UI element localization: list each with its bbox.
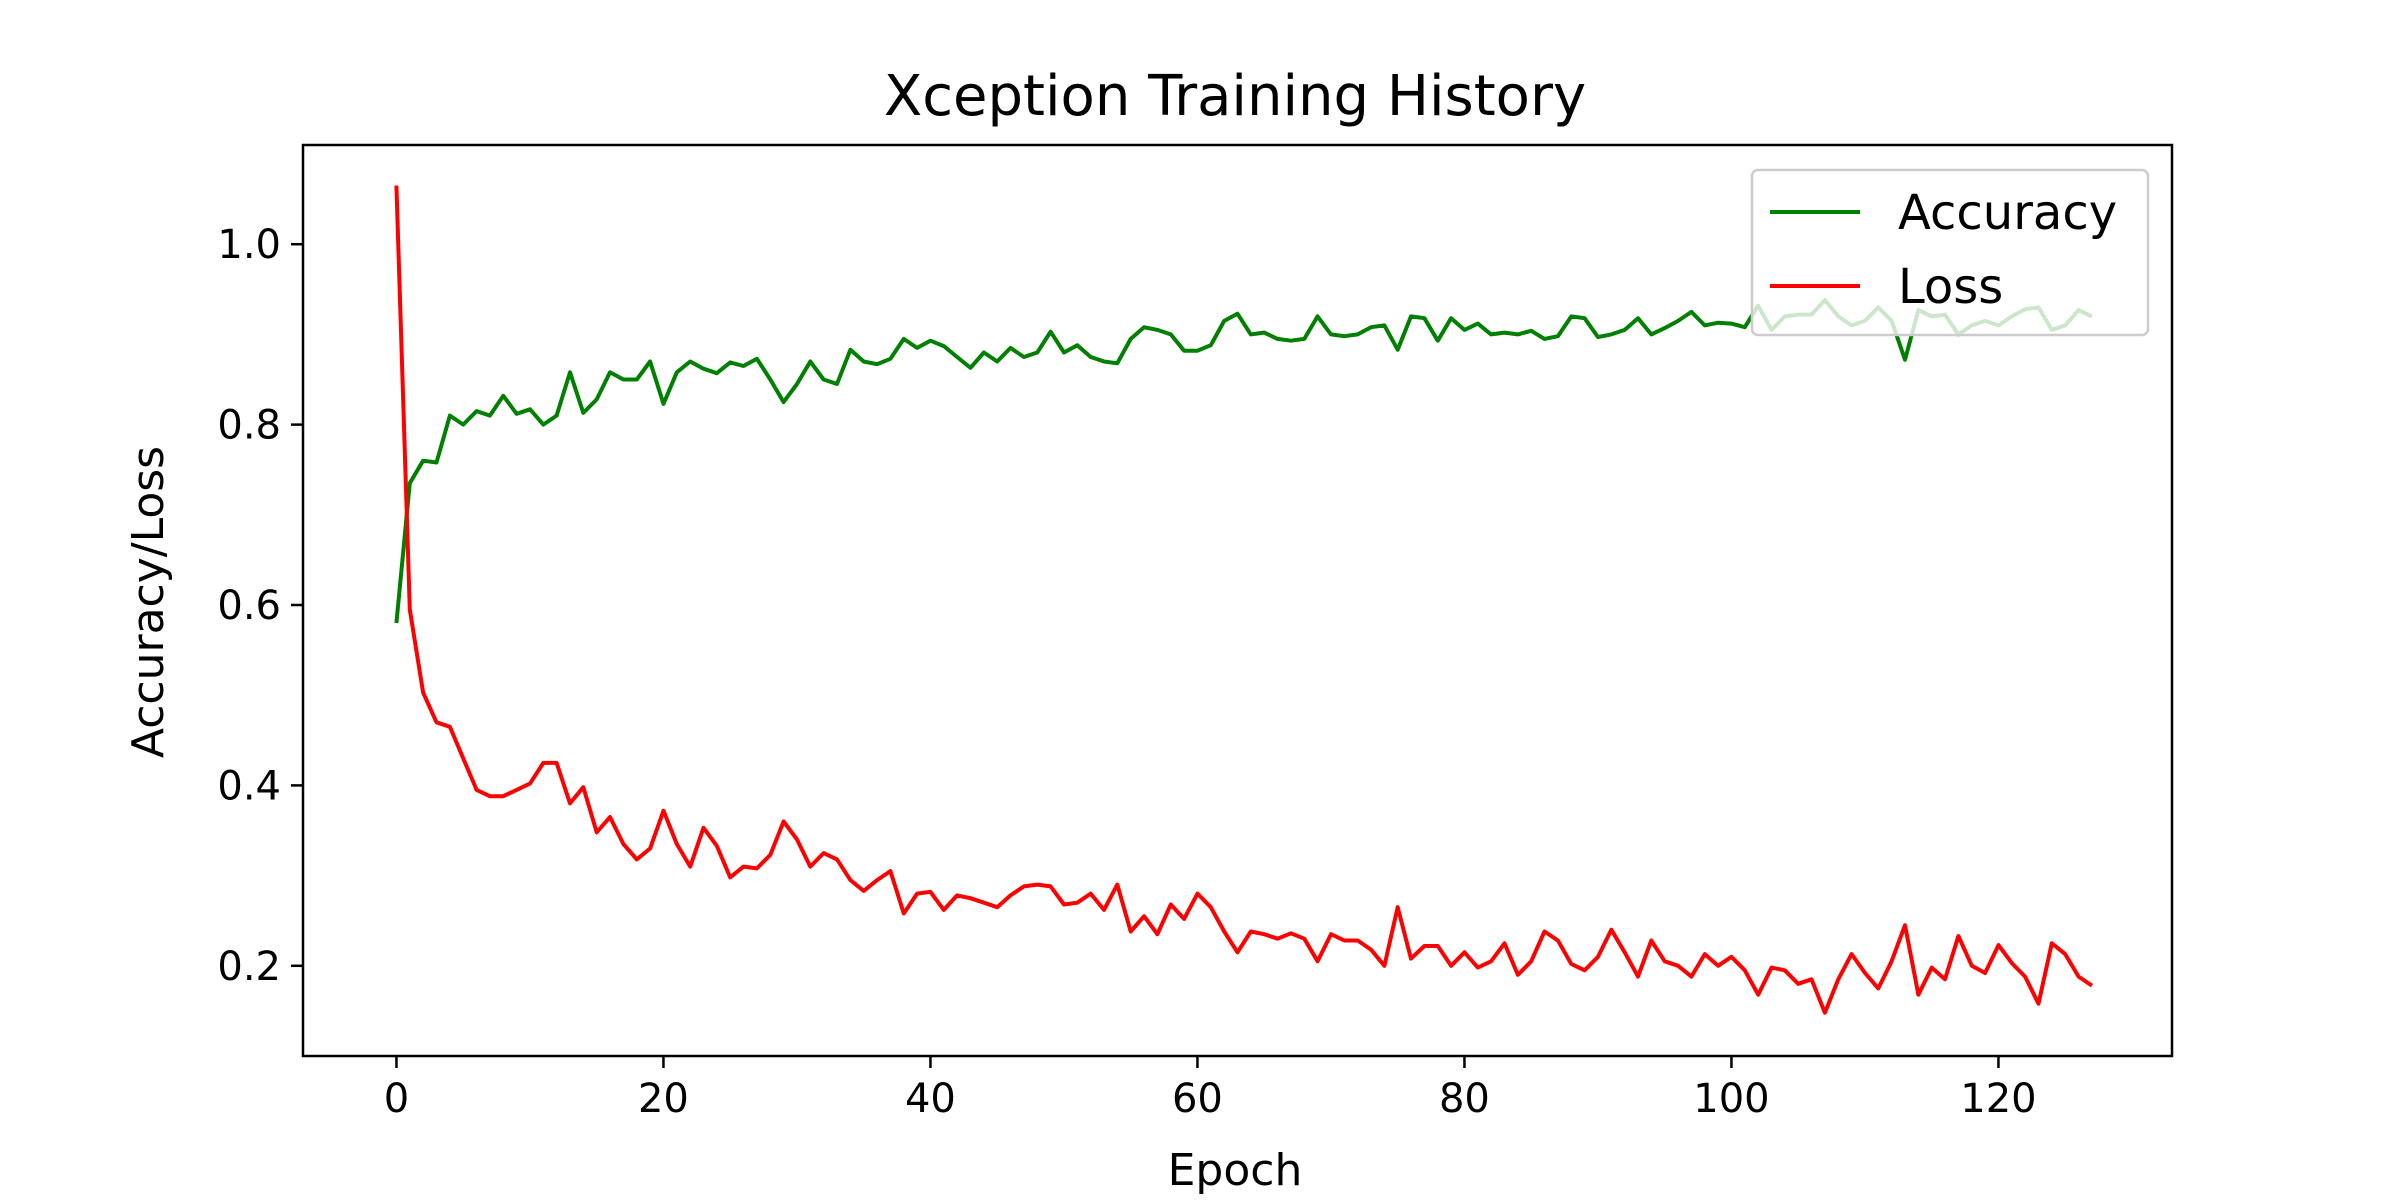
plot-frame [301,143,2174,1058]
y-tick-label: 1.0 [217,222,281,268]
x-tick-label: 120 [1960,1076,2036,1122]
legend: Accuracy Loss [1750,168,2150,337]
y-tick-label: 0.8 [217,403,281,449]
x-tick-label: 0 [384,1076,409,1122]
x-tick-label: 80 [1439,1076,1490,1122]
x-axis-label: Epoch [1168,1145,1303,1196]
y-axis-label: Accuracy/Loss [123,446,174,758]
legend-label-accuracy: Accuracy [1898,185,2117,241]
y-tick-label: 0.2 [217,944,281,990]
series-line-loss [394,185,2094,1015]
x-tick-label: 100 [1693,1076,1769,1122]
x-tick-label: 40 [905,1076,956,1122]
x-tick-label: 60 [1172,1076,1223,1122]
legend-label-loss: Loss [1898,259,2003,315]
x-tick-label: 20 [638,1076,689,1122]
chart-title: Xception Training History [884,64,1586,129]
y-axis: 0.2 0.4 0.6 0.8 1.0 [217,222,303,990]
y-tick-label: 0.4 [217,763,281,809]
x-axis: 0 20 40 60 80 100 120 [384,1056,2037,1122]
y-tick-label: 0.6 [217,583,281,629]
